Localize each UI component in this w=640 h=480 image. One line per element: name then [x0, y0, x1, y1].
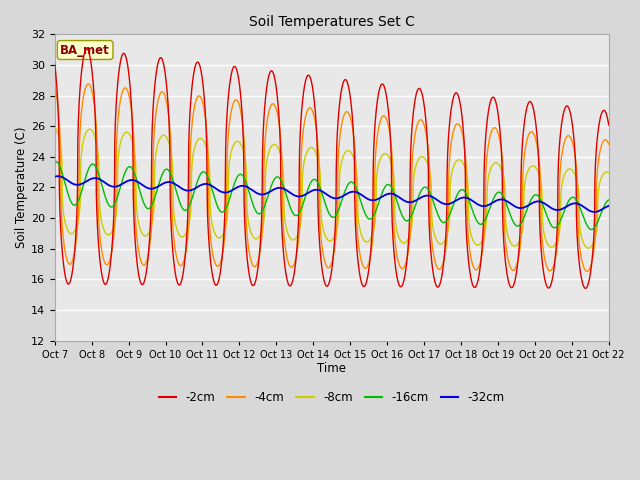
X-axis label: Time: Time	[317, 362, 346, 375]
Title: Soil Temperatures Set C: Soil Temperatures Set C	[249, 15, 415, 29]
Y-axis label: Soil Temperature (C): Soil Temperature (C)	[15, 127, 28, 248]
Text: BA_met: BA_met	[60, 44, 110, 57]
Legend: -2cm, -4cm, -8cm, -16cm, -32cm: -2cm, -4cm, -8cm, -16cm, -32cm	[154, 386, 509, 409]
